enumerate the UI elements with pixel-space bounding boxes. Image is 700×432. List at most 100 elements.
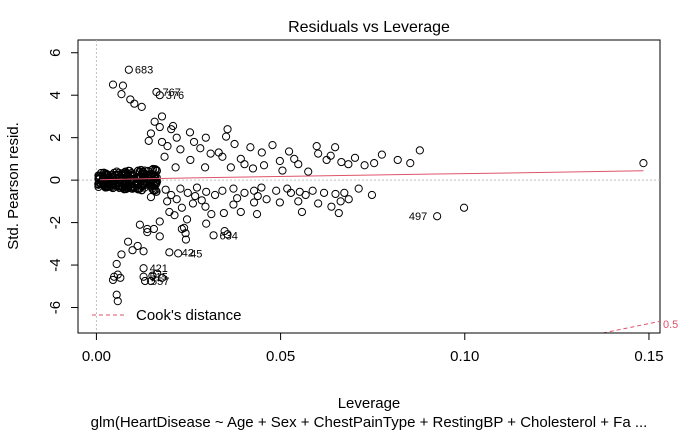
data-point (165, 248, 174, 257)
data-point (223, 125, 232, 134)
data-point (221, 132, 231, 141)
leverage-dense-cloud (94, 164, 162, 196)
data-point (189, 137, 199, 147)
point-label: 634 (220, 230, 238, 242)
data-point (201, 202, 210, 211)
data-point (257, 148, 266, 157)
data-point (116, 273, 125, 282)
y-tick-label: -2 (47, 216, 64, 229)
data-point (223, 230, 232, 239)
data-point (128, 246, 137, 255)
data-point (406, 159, 415, 168)
data-point (170, 211, 179, 220)
data-point (297, 207, 307, 217)
point-label: 45 (190, 248, 202, 260)
y-axis-title: Std. Pearson resid. (5, 122, 22, 250)
data-point (176, 184, 185, 193)
x-tick-label: 0.05 (266, 348, 295, 365)
data-point (415, 146, 424, 155)
y-tick-label: -4 (47, 258, 64, 271)
y-axis: -6 -4 -2 0 2 4 6 (47, 49, 79, 314)
data-point (104, 179, 113, 188)
data-point (155, 217, 164, 226)
data-point (377, 150, 386, 159)
point-label: 683 (135, 65, 153, 77)
data-point (121, 168, 131, 178)
data-point (114, 179, 123, 188)
data-point (197, 196, 206, 205)
data-point (344, 160, 353, 169)
data-point (165, 207, 174, 217)
data-point (108, 180, 118, 189)
data-point (147, 169, 156, 178)
data-point (283, 184, 292, 193)
data-point (148, 164, 158, 174)
data-point (121, 184, 131, 194)
data-point (304, 167, 313, 176)
data-point (181, 229, 190, 238)
data-point (118, 81, 128, 90)
data-point (146, 193, 156, 202)
data-point (161, 185, 170, 194)
data-point (240, 160, 249, 169)
data-point (139, 247, 148, 256)
data-point (326, 151, 335, 160)
data-point (201, 133, 210, 142)
data-point (157, 273, 167, 282)
data-point (207, 210, 216, 219)
data-point (236, 154, 245, 163)
data-point (202, 219, 211, 228)
data-point (186, 155, 195, 165)
data-point (109, 174, 118, 183)
data-point (95, 178, 104, 187)
data-point (172, 133, 181, 142)
data-point (259, 161, 269, 170)
legend-label: Cook's distance (136, 307, 241, 324)
data-point (157, 137, 167, 147)
data-point (155, 122, 164, 132)
data-point (240, 188, 249, 197)
data-point (336, 197, 345, 206)
data-point (157, 112, 167, 121)
data-point (209, 231, 218, 240)
data-point (100, 173, 109, 182)
data-point (229, 184, 238, 193)
data-point (139, 264, 148, 273)
data-point (257, 183, 266, 192)
data-point (331, 189, 340, 199)
data-point (123, 237, 133, 246)
data-point (135, 220, 144, 229)
data-point (226, 163, 235, 172)
data-point (155, 232, 164, 241)
data-point (393, 155, 402, 165)
data-point (233, 194, 242, 203)
data-point (246, 143, 255, 152)
data-point (350, 153, 360, 162)
data-point (275, 156, 284, 166)
data-point (249, 186, 259, 195)
data-point (252, 210, 262, 219)
data-point (135, 184, 144, 193)
point-label: 557 (151, 276, 169, 288)
data-point (275, 198, 284, 207)
data-point (117, 90, 126, 99)
data-point (114, 173, 123, 182)
data-point (262, 195, 271, 204)
data-point (337, 157, 346, 167)
data-point (370, 159, 379, 168)
data-point (117, 250, 126, 259)
data-point (210, 190, 220, 200)
data-point (331, 143, 340, 152)
data-point (340, 188, 349, 197)
data-point (188, 199, 198, 208)
point-label: 421 (150, 263, 168, 275)
data-point (94, 180, 103, 189)
data-point (139, 168, 148, 177)
data-point (290, 154, 299, 163)
data-point (294, 197, 303, 206)
data-point (179, 223, 189, 233)
data-point (319, 188, 329, 197)
data-point (146, 129, 156, 138)
y-tick-label: 4 (47, 91, 64, 99)
